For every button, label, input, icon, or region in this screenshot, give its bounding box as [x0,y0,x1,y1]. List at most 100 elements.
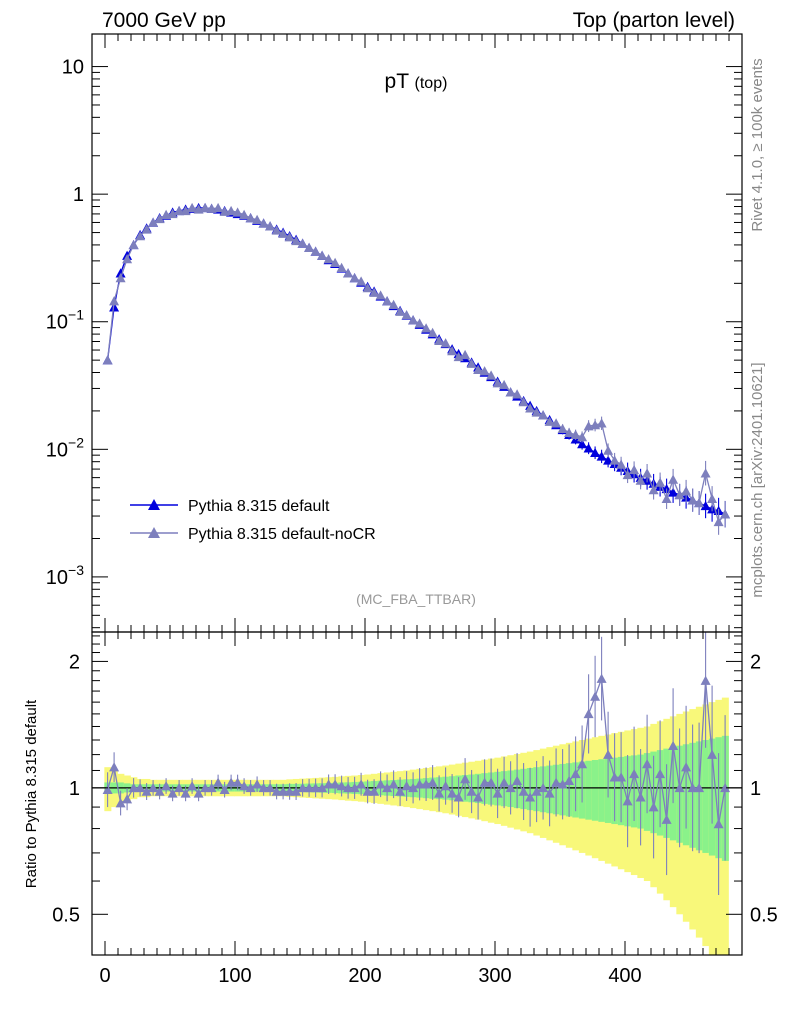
series-nocr-point [466,358,477,368]
ratio-point [525,792,536,802]
ratio-point [245,782,256,793]
series-nocr-point [674,489,685,500]
ratio-y-tick-label-right: 2 [750,651,761,673]
series-nocr-point [512,389,523,399]
series-nocr-point [551,418,562,428]
series-nocr-point [232,207,243,217]
ratio-point [265,782,276,793]
series-nocr-point [265,221,276,231]
series-nocr-point [603,445,614,455]
ratio-point [135,782,146,793]
main-y-tick-label: 1 [73,184,84,206]
series-nocr-point [128,239,139,250]
series-nocr-point [122,254,133,264]
series-nocr-point [713,516,724,527]
ratio-y-axis-label: Ratio to Pythia 8.315 default [23,699,40,888]
ratio-point [668,740,679,750]
ratio-point [102,784,113,794]
ratio-point [629,768,640,779]
series-nocr-point [278,228,289,238]
series-nocr-point [362,282,373,293]
series-nocr-point [375,290,386,300]
ratio-point [395,786,406,796]
series-nocr-point [369,287,380,297]
series-nocr-point [538,410,549,420]
x-tick-label: 300 [478,965,511,987]
ratio-point [447,788,458,798]
main-y-tick-label: 10−2 [46,434,84,461]
legend-label-nocr: Pythia 8.315 default-noCR [188,526,376,543]
ratio-point [427,777,438,787]
series-nocr-point [531,407,542,417]
series-default-point [668,487,679,497]
main-y-tick-exponent: −1 [68,307,84,323]
ratio-point [577,758,588,769]
ratio-point [674,782,685,793]
series-nocr-point [356,276,367,286]
ratio-point [720,782,731,793]
ratio-point [232,777,243,787]
series-nocr-point [317,250,328,260]
ratio-point [518,786,529,796]
ratio-point [603,749,614,759]
ratio-point [278,786,289,796]
series-nocr-point [349,273,360,283]
main-y-tick-label: 10 [62,57,84,79]
series-nocr-point [557,423,568,433]
series-nocr-point [148,217,159,227]
ratio-point [453,792,464,802]
series-nocr-point [330,257,341,267]
ratio-y-tick-label-left: 2 [69,651,80,673]
series-nocr-point [694,497,705,508]
series-nocr-point [115,273,126,283]
series-nocr-point [401,309,412,320]
main-y-tick-base: 10 [62,57,84,79]
x-tick-label: 200 [348,965,381,987]
ratio-point [655,768,666,779]
ratio-point [440,781,451,791]
x-tick-label: 400 [608,965,641,987]
series-nocr-point [395,306,406,316]
ratio-y-tick-label-left: 0.5 [52,904,80,926]
series-nocr-point [564,427,575,437]
ratio-point [219,784,230,794]
series-nocr-point [382,296,393,306]
legend-marker-default [148,499,160,510]
series-nocr-point [720,509,731,519]
ratio-point [362,786,373,796]
series-nocr-point [258,218,269,228]
ratio-band-inner [598,759,606,822]
ratio-point [479,777,490,787]
series-nocr-point [479,366,490,376]
ratio-point [388,779,399,789]
ratio-y-tick-label-left: 1 [69,778,80,800]
side-label-mcplots: mcplots.cern.ch [arXiv:2401.10621] [749,362,766,597]
series-default-point [577,439,588,449]
series-nocr-point [245,213,256,223]
series-nocr-point [609,455,620,465]
ratio-point [330,779,341,789]
series-nocr-point [655,477,666,487]
series-nocr-point [440,338,451,348]
side-label-rivet: Rivet 4.1.0, ≥ 100k events [749,58,766,231]
ratio-point [206,782,217,793]
series-nocr-point [492,378,503,388]
ratio-point [681,762,692,772]
series-nocr-point [291,235,302,246]
ratio-point [304,782,315,793]
ratio-point [557,779,568,789]
ratio-point [297,782,308,793]
ratio-point [174,782,185,793]
ratio-point [505,782,516,793]
ratio-band-inner [702,739,710,853]
ratio-point [161,781,172,791]
ratio-point [226,777,237,787]
ratio-point [434,788,445,798]
ratio-point [122,794,133,804]
x-tick-label: 0 [99,965,110,987]
ratio-band-inner [591,759,599,821]
ratio-point [317,782,328,793]
legend: Pythia 8.315 default Pythia 8.315 defaul… [130,498,376,543]
legend-marker-nocr [148,527,160,538]
ratio-point [284,786,295,796]
